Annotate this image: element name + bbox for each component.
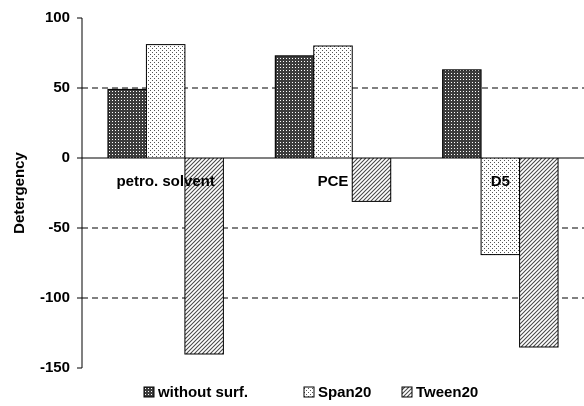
bar xyxy=(519,157,559,348)
bar xyxy=(313,45,353,159)
legend-swatch xyxy=(143,386,155,398)
legend-swatch xyxy=(303,386,315,398)
bar xyxy=(184,157,224,355)
y-tick-label: -50 xyxy=(48,219,70,236)
category-label: petro. solvent xyxy=(116,173,214,190)
y-tick-label: -150 xyxy=(40,359,70,376)
legend-label: Span20 xyxy=(318,384,371,401)
category-label: D5 xyxy=(491,173,510,190)
bar xyxy=(351,157,392,202)
bar xyxy=(480,157,521,256)
y-tick-label: 50 xyxy=(53,79,70,96)
bar xyxy=(145,44,186,159)
legend-label: without surf. xyxy=(157,384,248,401)
y-tick-label: -100 xyxy=(40,289,70,306)
y-axis-label: Detergency xyxy=(11,151,28,233)
category-label: PCE xyxy=(318,173,349,190)
bar xyxy=(107,88,147,159)
bar xyxy=(274,55,315,159)
y-tick-label: 0 xyxy=(62,149,70,166)
bar xyxy=(442,69,482,159)
y-tick-label: 100 xyxy=(45,9,70,26)
legend-label: Tween20 xyxy=(416,384,478,401)
legend-swatch xyxy=(401,386,413,398)
